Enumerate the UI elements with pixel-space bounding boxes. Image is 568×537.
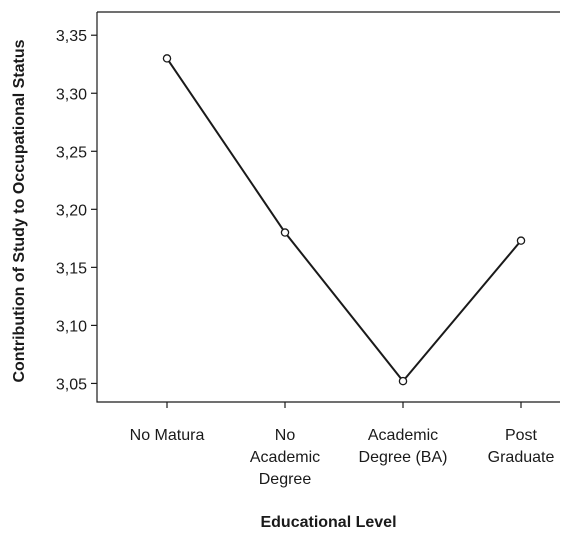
y-tick-label: 3,35 xyxy=(56,28,87,45)
axis-frame xyxy=(96,11,560,403)
x-axis-title: Educational Level xyxy=(260,514,396,531)
data-point xyxy=(162,54,172,63)
x-tick-label: No Matura xyxy=(130,427,205,444)
y-tick-label: 3,20 xyxy=(56,202,87,219)
y-tick-label: 3,05 xyxy=(56,376,87,393)
x-tick-label: Post Graduate xyxy=(488,427,555,466)
series-line xyxy=(166,57,522,383)
y-axis-title: Contribution of Study to Occupational St… xyxy=(11,39,28,382)
plot-frame xyxy=(96,11,560,403)
series-group xyxy=(162,54,526,386)
x-tick-label-line: Degree xyxy=(259,471,312,488)
x-tick-label-line: Post xyxy=(505,427,538,444)
x-tick-label-line: Degree (BA) xyxy=(359,449,448,466)
data-point xyxy=(280,228,290,237)
x-tick-label-line: No Matura xyxy=(130,427,205,444)
x-tick-label: No Academic Degree xyxy=(250,427,320,488)
y-tick-label: 3,30 xyxy=(56,86,87,103)
y-tick-label: 3,25 xyxy=(56,144,87,161)
x-tick-label-line: Graduate xyxy=(488,449,555,466)
x-tick-label-line: Academic xyxy=(250,449,320,466)
x-tick-label-line: No xyxy=(275,427,296,444)
y-tick-label: 3,10 xyxy=(56,318,87,335)
y-tick-label: 3,15 xyxy=(56,260,87,277)
data-point xyxy=(398,376,408,386)
data-point xyxy=(516,236,526,245)
y-axis-ticks: 3,05 3,10 3,15 3,20 3,25 3,30 3,35 xyxy=(56,28,97,393)
x-tick-label-line: Academic xyxy=(368,427,438,444)
x-tick-label: Academic Degree (BA) xyxy=(359,427,448,466)
x-axis-ticks: No Matura No Academic Degree Academic Degree … xyxy=(130,402,555,488)
